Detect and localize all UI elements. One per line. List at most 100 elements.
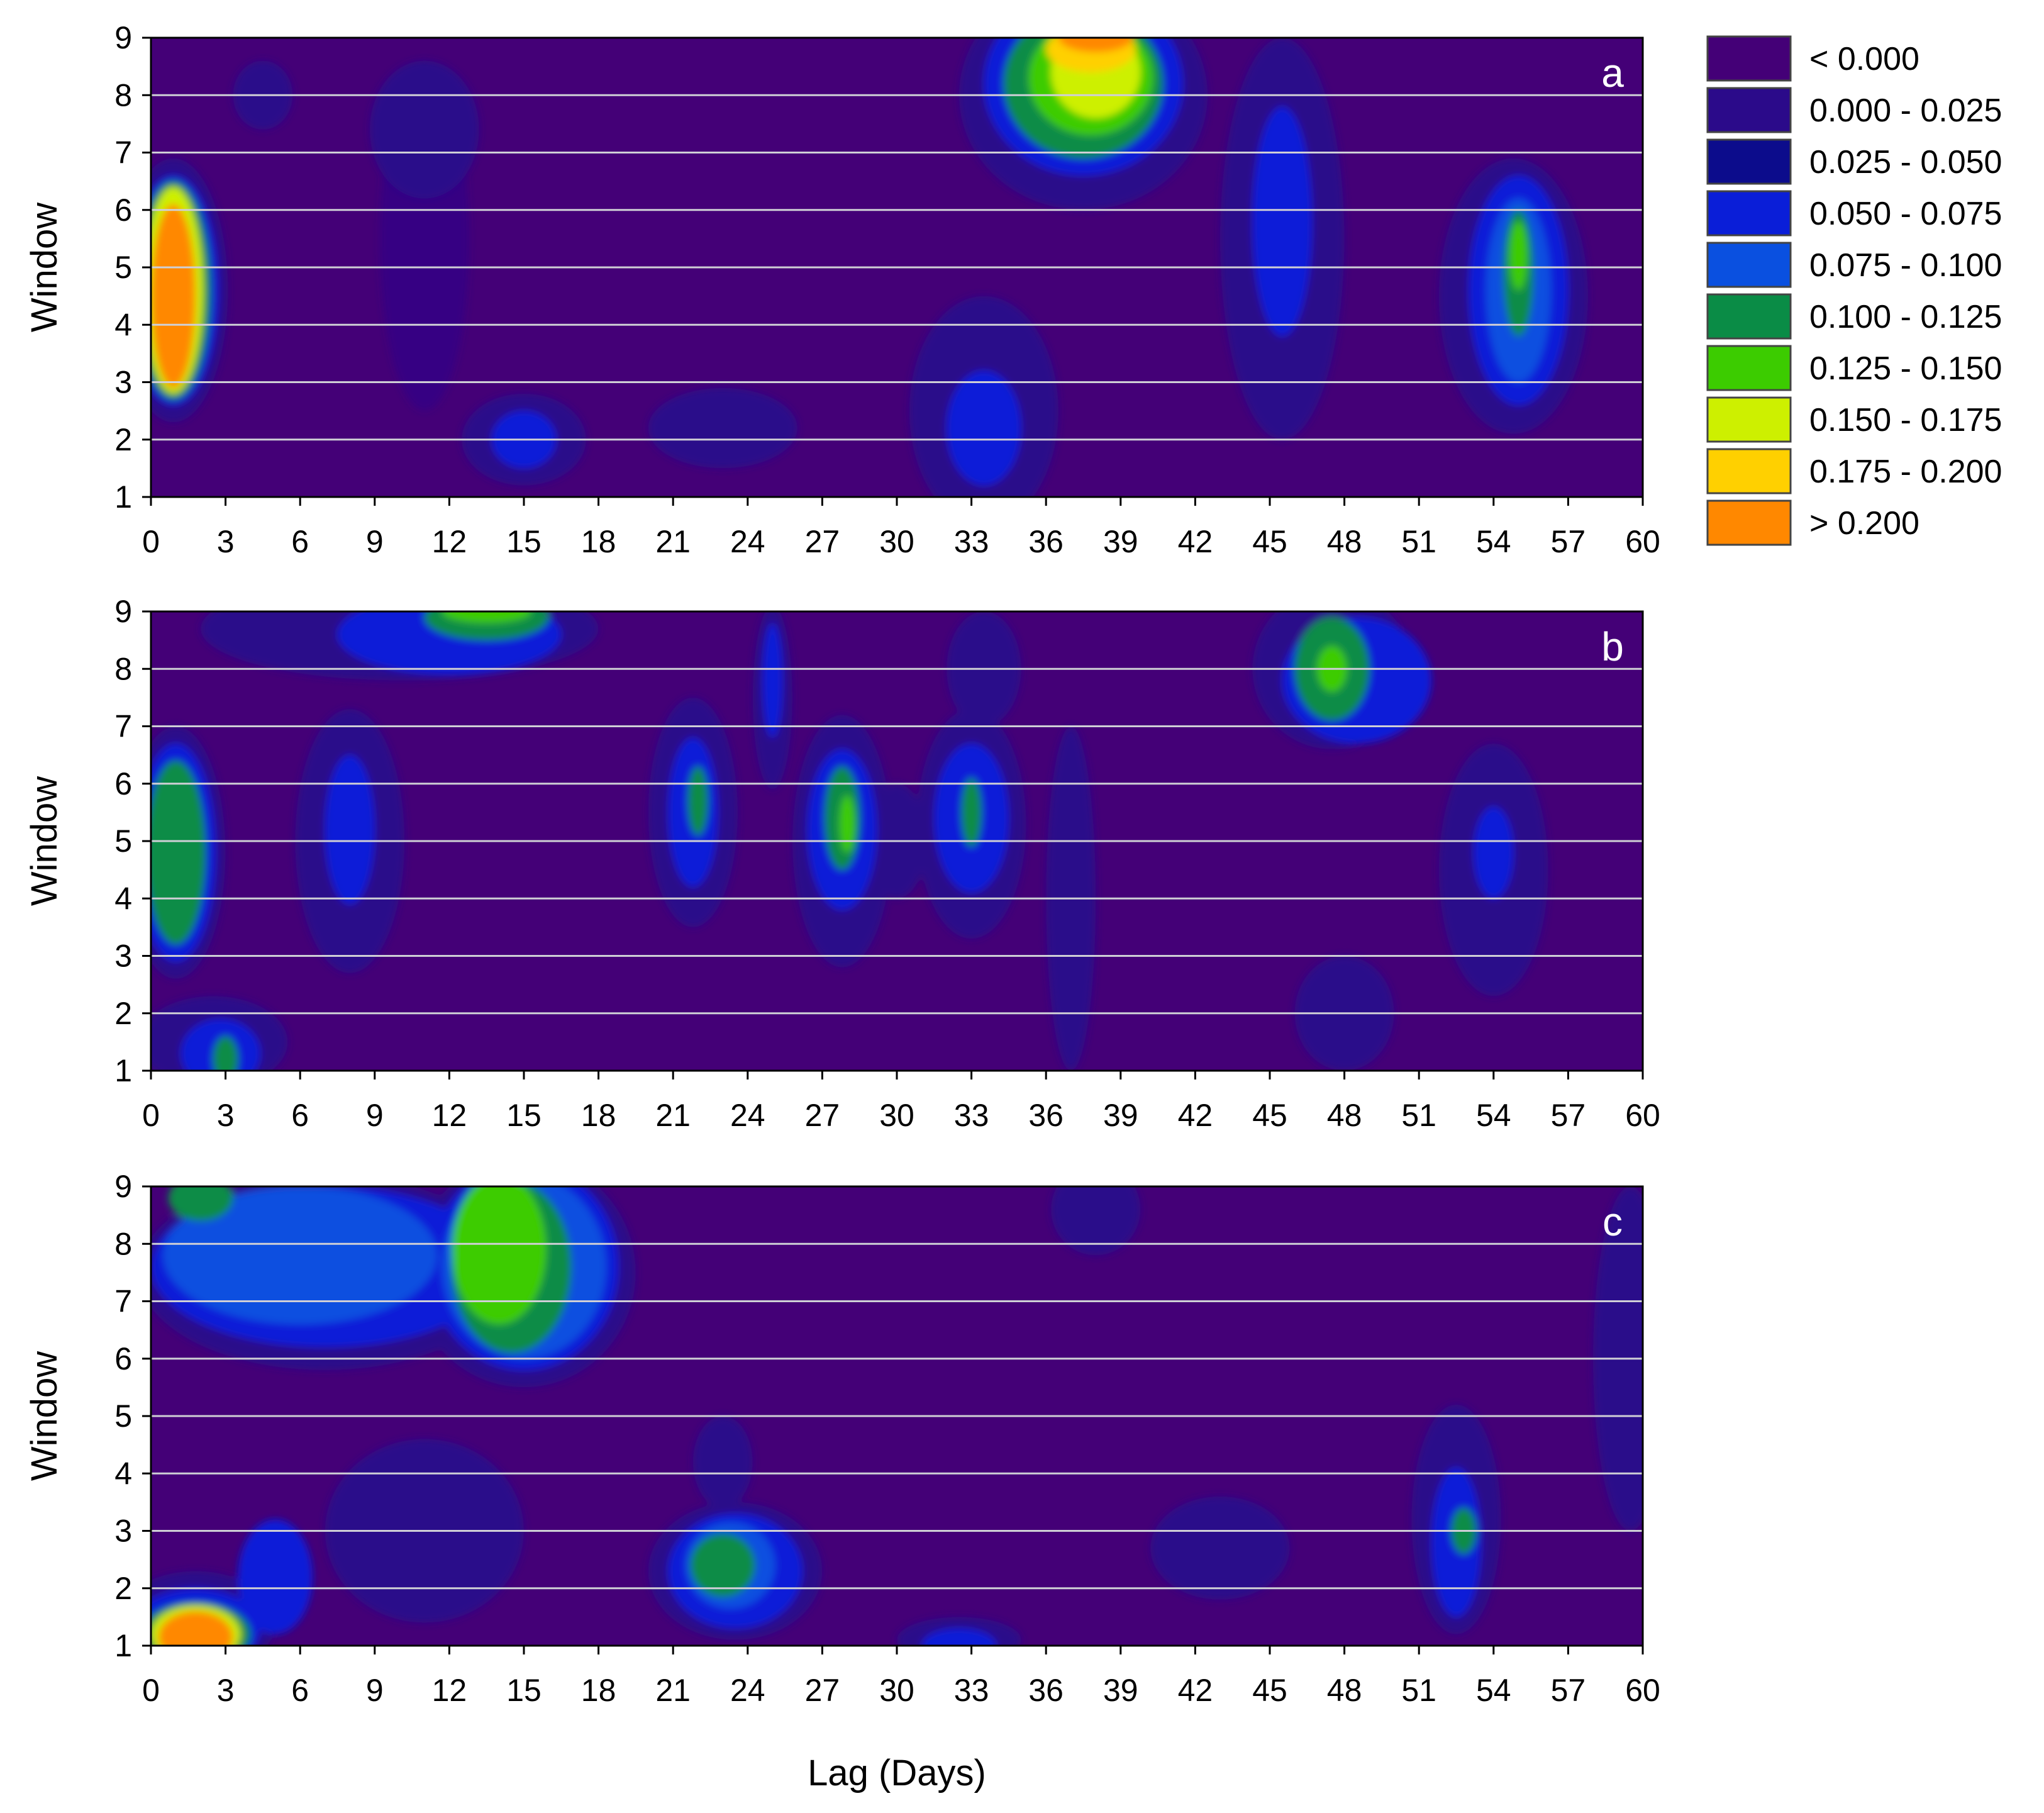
y-tick-label: 5 (114, 250, 132, 285)
contour-region (1051, 1186, 1141, 1256)
legend-label: 0.100 - 0.125 (1809, 299, 2002, 335)
legend-item: 0.125 - 0.150 (1706, 345, 2002, 391)
panel-label: c (1602, 1199, 1623, 1244)
contour-region (690, 1534, 755, 1597)
x-tick-label: 24 (730, 1098, 765, 1133)
legend-item: 0.150 - 0.175 (1706, 396, 2002, 443)
x-tick-label: 42 (1178, 524, 1213, 559)
x-tick-label: 57 (1551, 1673, 1586, 1708)
contour-blobs (151, 1186, 1643, 1646)
legend-item: 0.100 - 0.125 (1706, 293, 2002, 340)
x-tick-label: 24 (730, 524, 765, 559)
contour-region (840, 795, 855, 853)
legend-item: < 0.000 (1706, 35, 1919, 82)
x-tick-label: 42 (1178, 1098, 1213, 1133)
x-tick-label: 18 (581, 1673, 616, 1708)
x-tick-label: 0 (142, 1098, 160, 1133)
contour-region (168, 1186, 233, 1221)
y-tick-label: 2 (114, 996, 132, 1031)
contour-region (213, 1036, 238, 1071)
contour-region (369, 60, 479, 199)
x-tick-label: 54 (1476, 524, 1511, 559)
contour-region (762, 623, 783, 738)
contour-region (158, 1611, 233, 1646)
x-tick-label: 57 (1551, 524, 1586, 559)
y-tick-label: 4 (114, 881, 132, 916)
legend-item: 0.075 - 0.100 (1706, 242, 2002, 288)
legend-label: > 0.200 (1809, 505, 1919, 542)
contour-region (692, 1416, 753, 1508)
x-tick-label: 24 (730, 1673, 765, 1708)
x-tick-label: 9 (366, 524, 384, 559)
x-tick-label: 18 (581, 1098, 616, 1133)
x-tick-label: 9 (366, 1673, 384, 1708)
y-tick-label: 1 (114, 1053, 132, 1088)
x-tick-label: 57 (1551, 1098, 1586, 1133)
y-tick-label: 6 (114, 766, 132, 801)
legend-swatch (1706, 499, 1792, 546)
x-tick-label: 48 (1327, 1673, 1362, 1708)
legend-swatch (1706, 345, 1792, 391)
x-tick-label: 45 (1252, 1098, 1287, 1133)
x-tick-label: 12 (432, 1098, 467, 1133)
x-tick-label: 21 (655, 1673, 691, 1708)
contour-region (1252, 106, 1313, 337)
y-tick-label: 8 (114, 1226, 132, 1261)
legend-swatch (1706, 242, 1792, 288)
legend-swatch (1706, 293, 1792, 340)
y-tick-label: 7 (114, 135, 132, 170)
contour-region (1150, 1496, 1290, 1600)
x-tick-label: 48 (1327, 1098, 1362, 1133)
y-tick-label: 9 (114, 20, 132, 55)
x-tick-label: 51 (1401, 1673, 1436, 1708)
legend-label: 0.000 - 0.025 (1809, 92, 2002, 129)
contour-region (151, 761, 206, 945)
contour-region (961, 778, 982, 847)
y-tick-label: 4 (114, 1456, 132, 1491)
x-tick-label: 15 (506, 1098, 542, 1133)
x-tick-label: 48 (1327, 524, 1362, 559)
x-tick-label: 3 (217, 1098, 235, 1133)
x-tick-label: 12 (432, 524, 467, 559)
x-tick-label: 39 (1103, 524, 1138, 559)
y-tick-label: 5 (114, 823, 132, 859)
x-tick-label: 21 (655, 524, 691, 559)
x-tick-label: 3 (217, 1673, 235, 1708)
contour-region (1509, 221, 1528, 291)
x-tick-label: 27 (805, 524, 840, 559)
y-tick-label: 6 (114, 192, 132, 228)
x-tick-label: 42 (1178, 1673, 1213, 1708)
legend-label: 0.150 - 0.175 (1809, 402, 2002, 438)
legend-label: 0.075 - 0.100 (1809, 247, 2002, 284)
y-tick-label: 8 (114, 77, 132, 113)
legend: < 0.000 0.000 - 0.025 0.025 - 0.050 0.050 -… (1706, 35, 2002, 546)
y-tick-label: 9 (114, 594, 132, 629)
y-tick-label: 9 (114, 1169, 132, 1204)
contour-region (1058, 38, 1133, 52)
x-tick-label: 27 (805, 1098, 840, 1133)
y-tick-label: 1 (114, 1628, 132, 1663)
contour-region (163, 1186, 437, 1324)
y-tick-label: 8 (114, 651, 132, 686)
x-tick-label: 9 (366, 1098, 384, 1133)
x-tick-label: 33 (954, 1098, 989, 1133)
x-tick-label: 0 (142, 524, 160, 559)
contour-region (442, 611, 531, 623)
x-tick-label: 45 (1252, 1673, 1287, 1708)
x-tick-label: 36 (1028, 1098, 1064, 1133)
x-tick-label: 36 (1028, 524, 1064, 559)
x-tick-label: 27 (805, 1673, 840, 1708)
y-tick-label: 5 (114, 1398, 132, 1434)
contour-region (648, 388, 797, 469)
x-tick-label: 6 (291, 1673, 309, 1708)
y-tick-label: 6 (114, 1341, 132, 1376)
y-tick-label: 3 (114, 365, 132, 400)
x-tick-label: 15 (506, 524, 542, 559)
legend-item: > 0.200 (1706, 499, 1919, 546)
contour-blobs (151, 38, 1589, 497)
contour-region (238, 1519, 313, 1634)
contour-region (325, 755, 375, 905)
